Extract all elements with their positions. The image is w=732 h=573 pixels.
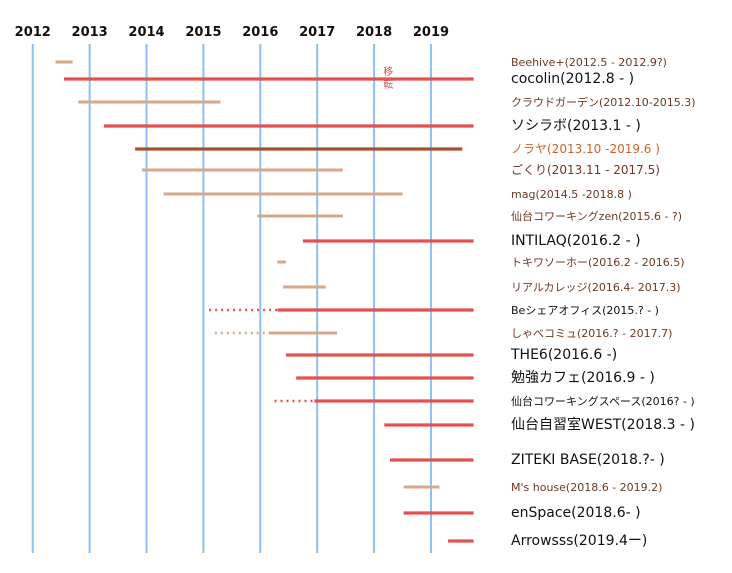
row-label-12: しゃべコミュ(2016.? - 2017.7) — [511, 327, 672, 340]
year-label-2018: 2018 — [356, 25, 392, 40]
row-label-4: ノラヤ(2013.10 -2019.6 ) — [511, 142, 660, 156]
row-label-17: ZITEKI BASE(2018.?- ) — [511, 452, 665, 468]
row-label-0: Beehive+(2012.5 - 2012.9?) — [511, 56, 667, 69]
row-label-5: ごくり(2013.11 - 2017.5) — [511, 162, 660, 177]
row-label-10: リアルカレッジ(2016.4- 2017.3) — [511, 281, 681, 294]
year-label-2019: 2019 — [413, 25, 449, 40]
annotation-char-1: 転 — [383, 79, 393, 91]
year-tick-labels: 2012 2013 2014 2015 2016 2017 2018 2019 — [15, 25, 449, 40]
row-label-3: ソシラボ(2013.1 - ) — [511, 118, 641, 134]
row-label-19: enSpace(2018.6- ) — [511, 505, 641, 521]
row-label-1: cocolin(2012.8 - ) — [511, 71, 634, 87]
year-label-2016: 2016 — [242, 25, 278, 40]
row-labels: Beehive+(2012.5 - 2012.9?) cocolin(2012.8… — [510, 56, 696, 549]
row-label-15: 仙台コワーキングスペース(2016? - ) — [511, 394, 695, 408]
annotation-char-0: 移 — [383, 65, 393, 78]
row-label-16: 仙台自習室WEST(2018.3 - ) — [511, 416, 695, 433]
year-label-2013: 2013 — [72, 25, 108, 40]
timeline-bars — [55, 60, 474, 543]
year-label-2017: 2017 — [299, 25, 335, 40]
year-gridlines — [31, 44, 432, 553]
row-label-13: THE6(2016.6 -) — [510, 347, 617, 363]
year-label-2015: 2015 — [185, 25, 221, 40]
row-label-11: Beシェアオフィス(2015.? - ) — [511, 304, 659, 317]
row-label-7: 仙台コワーキングzen(2015.6 - ?) — [511, 209, 682, 223]
annotation: 移転 — [383, 65, 393, 91]
row-label-14: 勉強カフェ(2016.9 - ) — [511, 370, 655, 386]
row-label-8: INTILAQ(2016.2 - ) — [511, 233, 641, 249]
row-label-20: Arrowsss(2019.4ー) — [511, 533, 647, 549]
row-label-2: クラウドガーデン(2012.10-2015.3) — [511, 95, 696, 109]
year-label-2014: 2014 — [128, 25, 164, 40]
year-label-2012: 2012 — [15, 25, 51, 40]
row-label-9: トキワソーホー(2016.2 - 2016.5) — [511, 256, 685, 269]
row-label-18: M's house(2018.6 - 2019.2) — [511, 481, 662, 494]
row-label-6: mag(2014.5 -2018.8 ) — [511, 188, 632, 201]
